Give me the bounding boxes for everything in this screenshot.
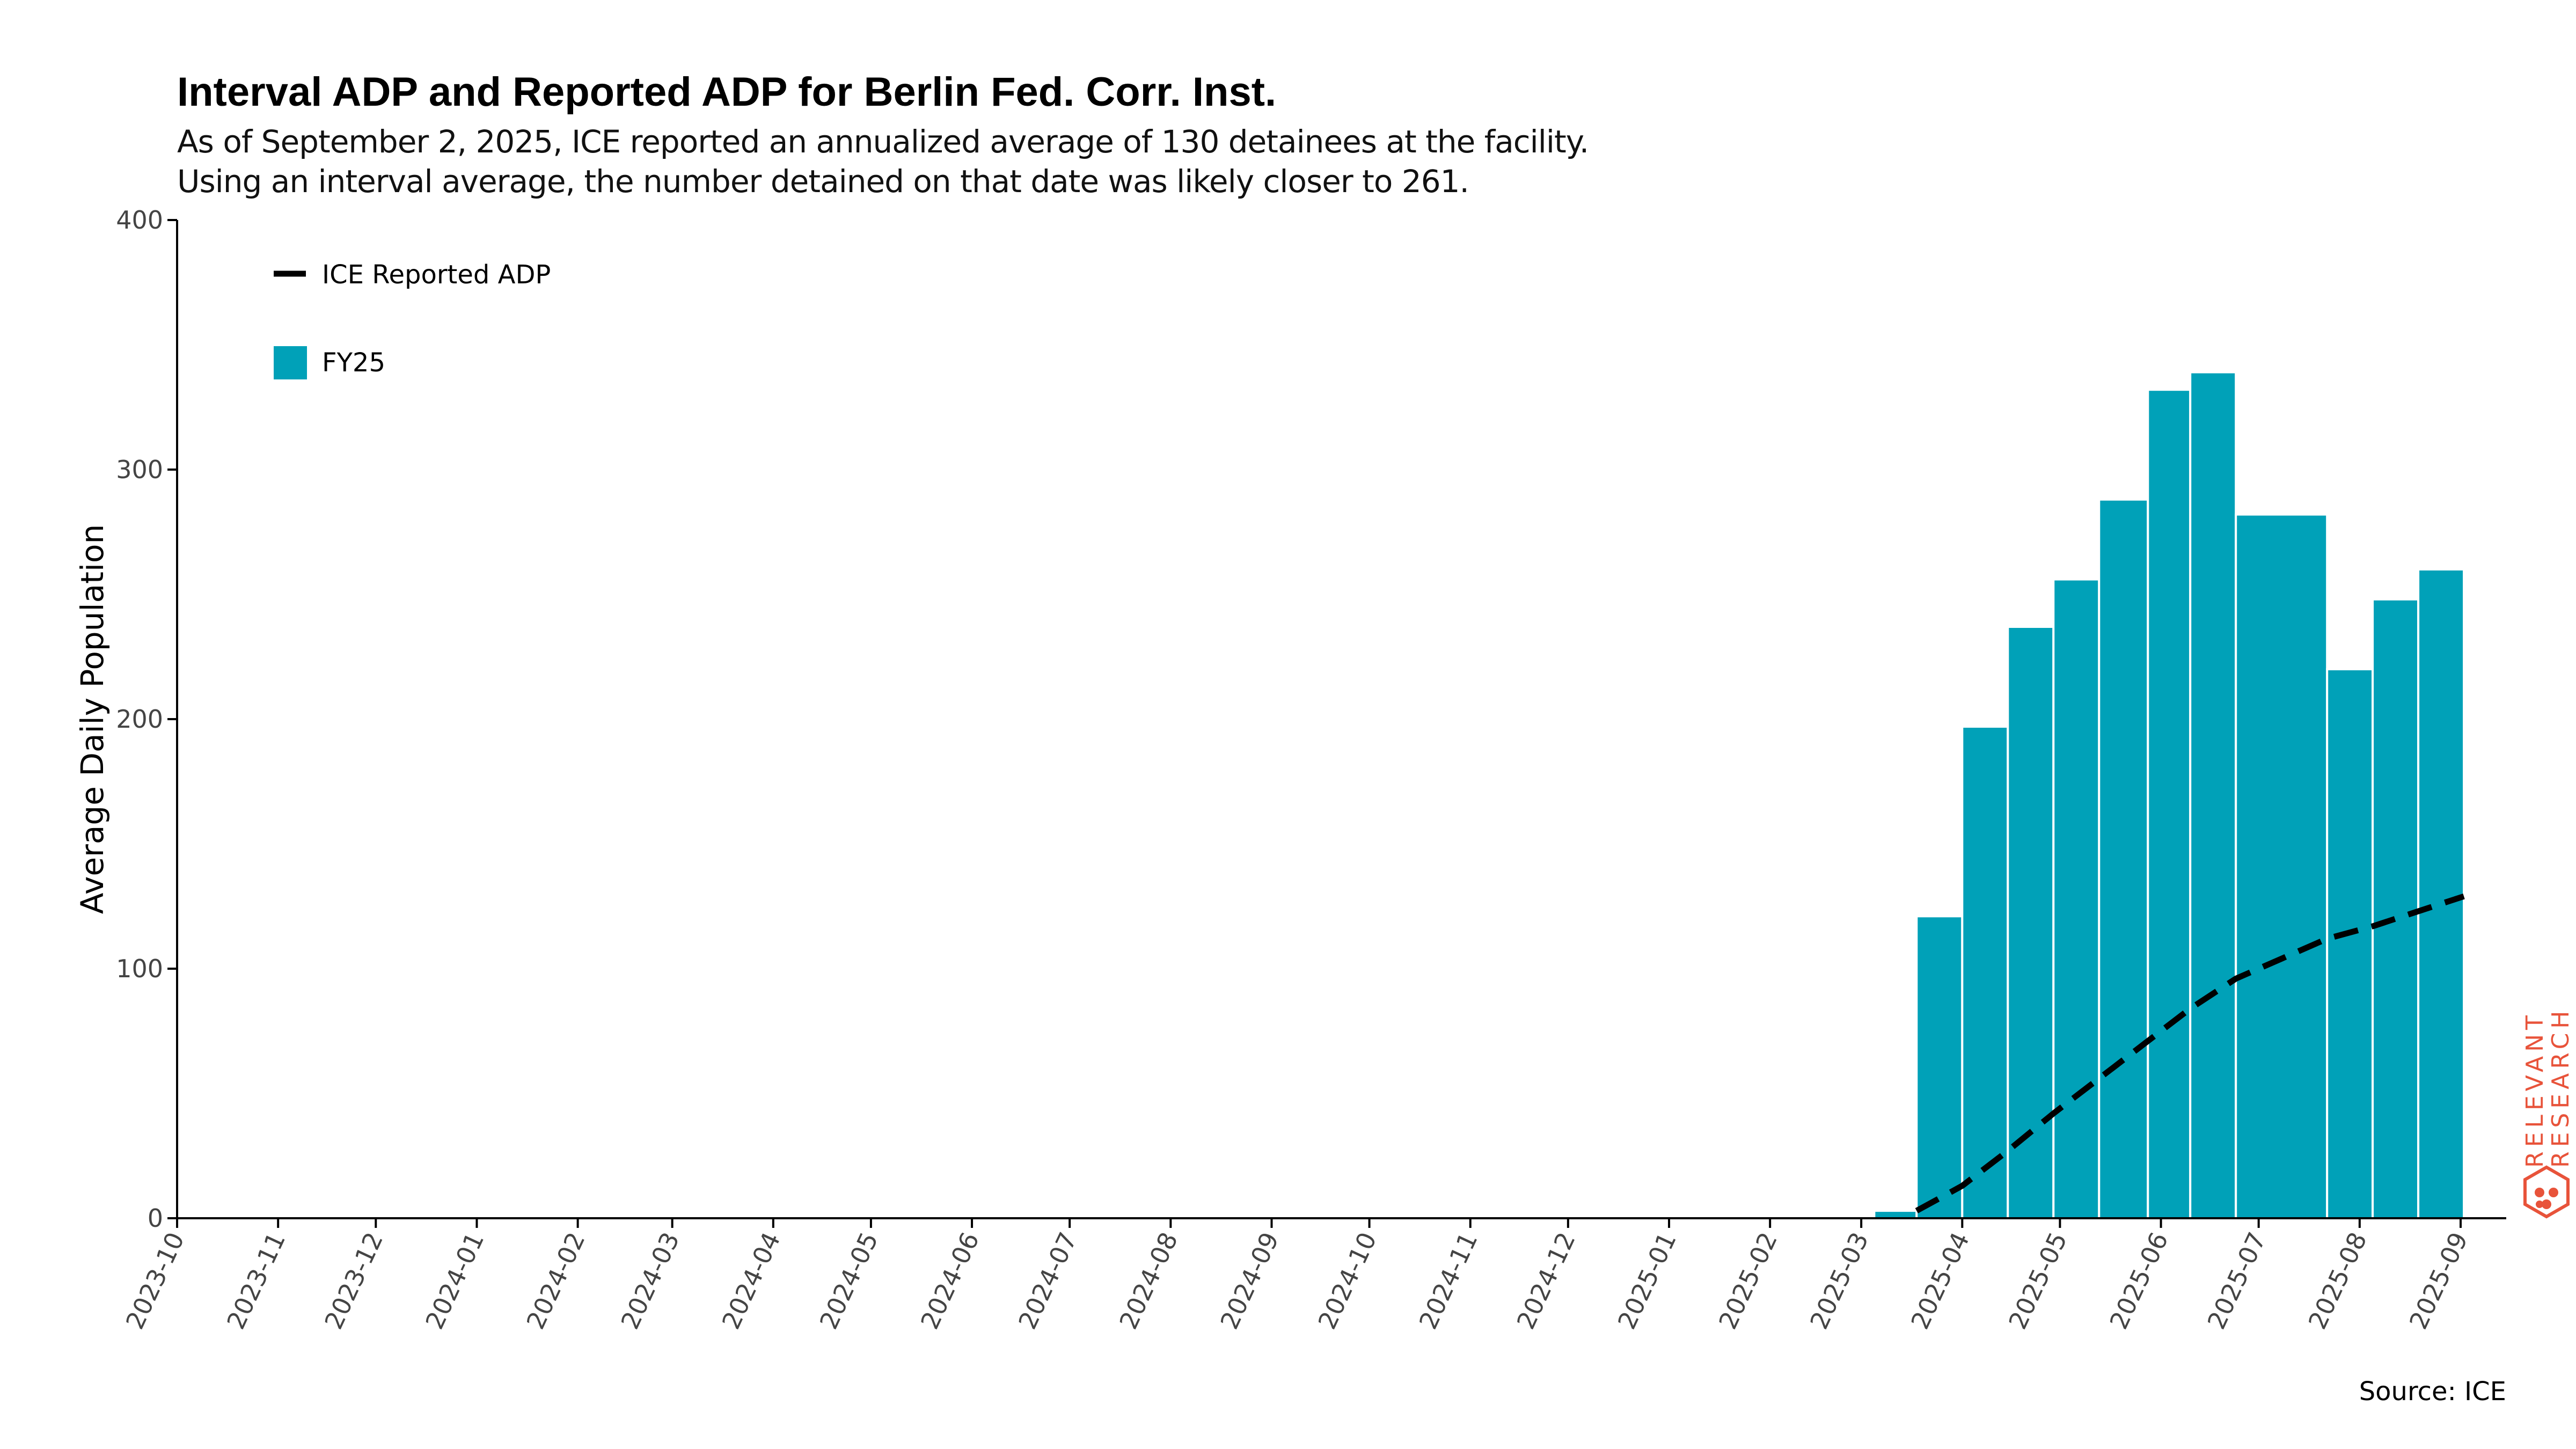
chart-subtitle-line-1: As of September 2, 2025, ICE reported an… (177, 123, 1589, 160)
x-tick-label: 2024-03 (615, 1228, 685, 1334)
x-tick-label: 2024-01 (420, 1228, 489, 1334)
bar-1 (1915, 915, 1964, 1220)
legend-bar-swatch (274, 346, 307, 379)
bar-6 (2147, 389, 2192, 1220)
legend-label-fy25: FY25 (322, 348, 385, 378)
bar-5 (2098, 498, 2149, 1219)
y-axis-title: Average Daily Population (74, 524, 111, 914)
bars-layer (1873, 371, 2465, 1220)
x-tick-label: 2024-05 (814, 1228, 884, 1334)
x-tick-label: 2024-08 (1114, 1228, 1183, 1334)
x-tick-label: 2024-02 (521, 1228, 590, 1334)
y-tick-label: 0 (148, 1204, 163, 1233)
x-tick-label: 2025-03 (1804, 1228, 1874, 1334)
x-tick-label: 2024-04 (716, 1228, 786, 1334)
y-tick-label: 300 (116, 455, 163, 484)
relevant-research-logo: RELEVANT RESEARCH (2521, 1007, 2574, 1219)
x-tick-label: 2023-10 (120, 1228, 190, 1334)
source-caption: Source: ICE (2359, 1377, 2506, 1407)
line-layer (1915, 893, 2465, 1213)
x-tick-label: 2025-06 (2104, 1228, 2174, 1334)
x-tick-label: 2025-01 (1612, 1228, 1682, 1334)
bar-11 (2417, 568, 2465, 1219)
x-tick-label: 2025-09 (2404, 1228, 2473, 1334)
x-tick-label: 2024-11 (1414, 1228, 1483, 1334)
x-tick-label: 2024-10 (1312, 1228, 1382, 1334)
legend: ICE Reported ADP FY25 (274, 260, 551, 379)
bar-3 (2007, 626, 2055, 1219)
x-tick-label: 2025-08 (2303, 1228, 2373, 1334)
x-tick-label: 2025-05 (2003, 1228, 2073, 1334)
x-tick-label: 2024-09 (1214, 1228, 1284, 1334)
bar-10 (2372, 598, 2420, 1219)
y-tick-label: 100 (116, 954, 163, 983)
logo-text-line-1: RELEVANT (2521, 1011, 2549, 1168)
bar-8 (2235, 513, 2329, 1220)
bar-9 (2326, 668, 2374, 1219)
bar-4 (2052, 578, 2101, 1219)
x-tick-label: 2025-04 (1905, 1228, 1975, 1334)
bar-7 (2189, 371, 2237, 1219)
hexagon-molecule-icon (2523, 1165, 2570, 1219)
y-tick-label: 200 (116, 705, 163, 734)
x-tick-label: 2025-07 (2202, 1228, 2272, 1334)
x-tick-label: 2025-02 (1713, 1228, 1783, 1334)
chart-subtitle-line-2: Using an interval average, the number de… (177, 163, 1469, 200)
x-tick-label: 2023-12 (319, 1228, 389, 1334)
logo-text-line-2: RESEARCH (2547, 1007, 2574, 1168)
y-tick-label: 400 (116, 206, 163, 235)
x-tick-label: 2024-06 (915, 1228, 985, 1334)
x-tick-label: 2023-11 (221, 1228, 291, 1334)
bar-0 (1873, 1210, 1918, 1220)
ice-reported-adp-line (1915, 893, 2465, 1213)
x-tick-label: 2024-12 (1511, 1228, 1581, 1334)
x-tick-label: 2024-07 (1013, 1228, 1082, 1334)
chart-title: Interval ADP and Reported ADP for Berlin… (177, 69, 1277, 115)
legend-label-ice-reported-adp: ICE Reported ADP (322, 260, 551, 290)
bar-2 (1961, 726, 2009, 1219)
